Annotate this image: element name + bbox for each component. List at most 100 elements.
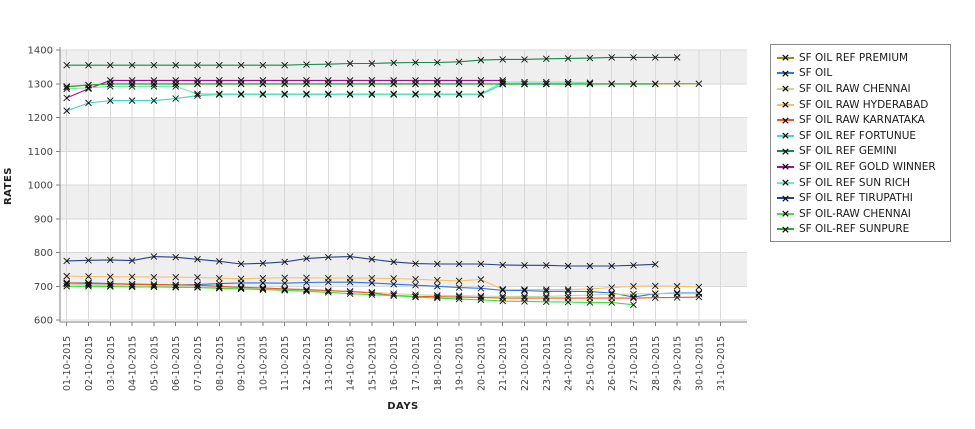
x-tick-label: 01-10-2015 (62, 336, 73, 391)
legend-item-8: × SF OIL REF SUN RICH (777, 175, 944, 191)
series-line-9 (66, 256, 656, 267)
series-line-2 (66, 283, 699, 297)
x-tick-label: 05-10-2015 (149, 336, 160, 391)
legend-label: SF OIL RAW HYDERABAD (799, 98, 929, 111)
x-tick-label: 18-10-2015 (433, 336, 444, 391)
x-tick-label: 04-10-2015 (128, 336, 139, 391)
x-tick-label: 14-10-2015 (346, 336, 357, 391)
x-tick-label: 28-10-2015 (651, 336, 662, 391)
legend-item-6: × SF OIL REF GEMINI (777, 144, 944, 160)
legend-label: SF OIL RAW KARNATAKA (799, 114, 925, 127)
legend-label: SF OIL (799, 67, 833, 80)
series-line-4 (66, 282, 699, 299)
legend-x-marker-icon: × (777, 98, 794, 111)
legend-item-2: × SF OIL RAW CHENNAI (777, 81, 944, 97)
x-tick-label: 19-10-2015 (455, 336, 466, 391)
legend-label: SF OIL-RAW CHENNAI (799, 207, 911, 220)
legend-x-marker-icon: × (777, 207, 794, 220)
legend-item-9: × SF OIL REF TIRUPATHI (777, 190, 944, 206)
legend-item-7: × SF OIL REF GOLD WINNER (777, 159, 944, 175)
y-tick-label: 800 (34, 248, 53, 259)
x-tick-label: 17-10-2015 (411, 336, 422, 391)
legend-x-marker-icon: × (777, 114, 794, 127)
y-axis-labels: 600 700 800 900 1000 1100 1200 1300 1400 (28, 46, 53, 327)
chart-legend: × SF OIL REF PREMIUM × SF OIL × SF OIL RAW CH… (770, 44, 951, 243)
plot-bands (60, 50, 747, 320)
axes (56, 47, 747, 326)
legend-label: SF OIL REF SUN RICH (799, 176, 911, 189)
legend-label: SF OIL REF PREMIUM (799, 51, 909, 64)
x-tick-label: 03-10-2015 (106, 336, 117, 391)
x-tick-label: 10-10-2015 (258, 336, 269, 391)
legend-x-marker-icon: × (777, 223, 794, 236)
legend-label: SF OIL REF TIRUPATHI (799, 192, 913, 205)
legend-x-marker-icon: × (777, 176, 794, 189)
series-markers-4 (63, 279, 703, 302)
legend-label: SF OIL REF GOLD WINNER (799, 160, 936, 173)
x-tick-label: 21-10-2015 (498, 336, 509, 391)
legend-x-marker-icon: × (777, 145, 794, 158)
x-tick-label: 13-10-2015 (324, 336, 335, 391)
x-axis-title: DAYS (387, 401, 419, 412)
series-markers-9 (63, 253, 659, 270)
legend-item-11: × SF OIL-REF SUNPURE (777, 222, 944, 238)
legend-item-1: × SF OIL (777, 66, 944, 82)
y-tick-label: 1400 (28, 46, 53, 57)
legend-x-marker-icon: × (777, 192, 794, 205)
x-tick-label: 16-10-2015 (389, 336, 400, 391)
x-tick-label: 02-10-2015 (84, 336, 95, 391)
x-tick-label: 08-10-2015 (215, 336, 226, 391)
y-tick-label: 900 (34, 214, 53, 225)
x-tick-label: 25-10-2015 (585, 336, 596, 391)
legend-x-marker-icon: × (777, 82, 794, 95)
x-tick-label: 07-10-2015 (193, 336, 204, 391)
legend-label: SF OIL RAW CHENNAI (799, 82, 911, 95)
series-markers-3 (63, 272, 703, 293)
series-markers-6 (63, 54, 681, 69)
legend-x-marker-icon: × (777, 129, 794, 142)
x-tick-label: 23-10-2015 (542, 336, 553, 391)
x-tick-label: 29-10-2015 (673, 336, 684, 391)
x-tick-label: 09-10-2015 (237, 336, 248, 391)
series-line-11 (66, 83, 656, 87)
series-markers-11 (63, 80, 659, 90)
x-tick-label: 24-10-2015 (564, 336, 575, 391)
y-tick-label: 1300 (28, 79, 53, 90)
y-tick-label: 1000 (28, 181, 53, 192)
x-tick-label: 06-10-2015 (171, 336, 182, 391)
legend-x-marker-icon: × (777, 51, 794, 64)
legend-x-marker-icon: × (777, 160, 794, 173)
series-line-3 (66, 275, 699, 291)
x-axis-labels: 01-10-2015 02-10-2015 03-10-2015 04-10-2015… (62, 336, 727, 391)
legend-item-3: × SF OIL RAW HYDERABAD (777, 97, 944, 113)
x-tick-label: 11-10-2015 (280, 336, 291, 391)
x-tick-label: 12-10-2015 (302, 336, 313, 391)
y-tick-label: 700 (34, 282, 53, 293)
y-tick-label: 1200 (28, 113, 53, 124)
legend-item-4: × SF OIL RAW KARNATAKA (777, 112, 944, 128)
x-tick-label: 15-10-2015 (367, 336, 378, 391)
x-tick-label: 22-10-2015 (520, 336, 531, 391)
series-markers-10 (63, 282, 637, 309)
x-tick-label: 30-10-2015 (694, 336, 705, 391)
series-markers-7 (63, 77, 507, 102)
legend-label: SF OIL REF GEMINI (799, 145, 897, 158)
x-tick-label: 26-10-2015 (607, 336, 618, 391)
legend-item-0: × SF OIL REF PREMIUM (777, 50, 944, 66)
y-tick-label: 1100 (28, 147, 53, 158)
x-tick-label: 20-10-2015 (476, 336, 487, 391)
y-axis-title: RATES (3, 167, 14, 205)
series-line-5 (66, 83, 569, 112)
legend-label: SF OIL-REF SUNPURE (799, 223, 910, 236)
x-tick-label: 31-10-2015 (716, 336, 727, 391)
legend-x-marker-icon: × (777, 67, 794, 80)
series-markers (63, 54, 703, 309)
series-markers-8 (63, 78, 594, 98)
legend-item-10: × SF OIL-RAW CHENNAI (777, 206, 944, 222)
legend-label: SF OIL REF FORTUNUE (799, 129, 917, 142)
y-tick-label: 600 (34, 316, 53, 327)
legend-item-5: × SF OIL REF FORTUNUE (777, 128, 944, 144)
x-tick-label: 27-10-2015 (629, 336, 640, 391)
